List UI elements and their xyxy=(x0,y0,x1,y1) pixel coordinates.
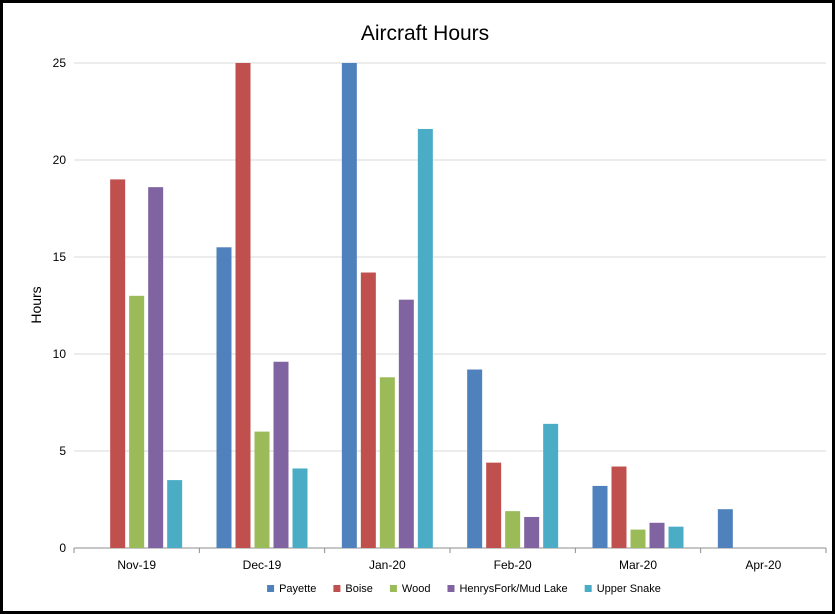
bar xyxy=(524,516,540,548)
bar xyxy=(235,63,251,548)
y-tick-label: 0 xyxy=(59,541,66,555)
bar xyxy=(417,128,433,548)
bar xyxy=(254,431,270,548)
legend-label: Wood xyxy=(402,583,431,595)
y-tick-label: 15 xyxy=(53,250,67,264)
bar xyxy=(129,295,145,548)
x-tick-labels: Nov-19 Dec-19 Jan-20 Feb-20 Mar-20 Apr-20 xyxy=(117,558,781,572)
legend-label: HenrysFork/Mud Lake xyxy=(459,583,567,595)
bar xyxy=(486,462,502,548)
bar xyxy=(649,522,665,548)
x-tick-label: Dec-19 xyxy=(243,558,282,572)
legend-label: Boise xyxy=(345,583,373,595)
bar xyxy=(398,299,414,548)
y-axis-label: Hours xyxy=(28,286,44,323)
bar xyxy=(543,423,559,548)
bar xyxy=(360,272,376,548)
bars xyxy=(110,63,733,549)
y-tick-labels: 0 5 10 15 20 25 xyxy=(53,56,67,555)
bar xyxy=(292,468,308,548)
legend-label: Upper Snake xyxy=(597,583,661,595)
legend-swatch xyxy=(389,585,397,592)
x-tick-label: Jan-20 xyxy=(369,558,406,572)
legend: Payette Boise Wood HenrysFork/Mud Lake Upper… xyxy=(267,583,661,595)
x-tick-label: Apr-20 xyxy=(745,558,781,572)
chart-title: Aircraft Hours xyxy=(361,22,489,45)
x-tick-label: Feb-20 xyxy=(494,558,532,572)
legend-label: Payette xyxy=(279,583,316,595)
bar xyxy=(167,480,183,548)
x-tick-label: Mar-20 xyxy=(619,558,657,572)
legend-swatch xyxy=(267,585,275,592)
legend-swatch xyxy=(333,585,341,592)
bar xyxy=(110,179,126,548)
bar xyxy=(668,526,684,548)
y-tick-label: 10 xyxy=(53,347,67,361)
bar xyxy=(611,466,627,548)
bar xyxy=(216,247,232,549)
legend-swatch xyxy=(447,585,455,592)
bar xyxy=(717,509,733,548)
y-tick-label: 20 xyxy=(53,153,67,167)
bar xyxy=(505,511,521,548)
y-tick-label: 5 xyxy=(59,444,66,458)
bar-chart: Aircraft Hours Hours 0 5 10 15 20 25 Nov-19 De… xyxy=(28,22,827,595)
bar xyxy=(273,361,289,548)
y-tick-label: 25 xyxy=(53,56,67,70)
bar xyxy=(592,485,608,548)
legend-swatch xyxy=(584,585,592,592)
bar xyxy=(630,529,646,548)
x-tick-label: Nov-19 xyxy=(117,558,156,572)
bar xyxy=(341,63,357,548)
bar xyxy=(467,369,483,548)
grid-lines xyxy=(73,62,827,553)
bar xyxy=(379,377,395,548)
bar xyxy=(148,187,164,548)
